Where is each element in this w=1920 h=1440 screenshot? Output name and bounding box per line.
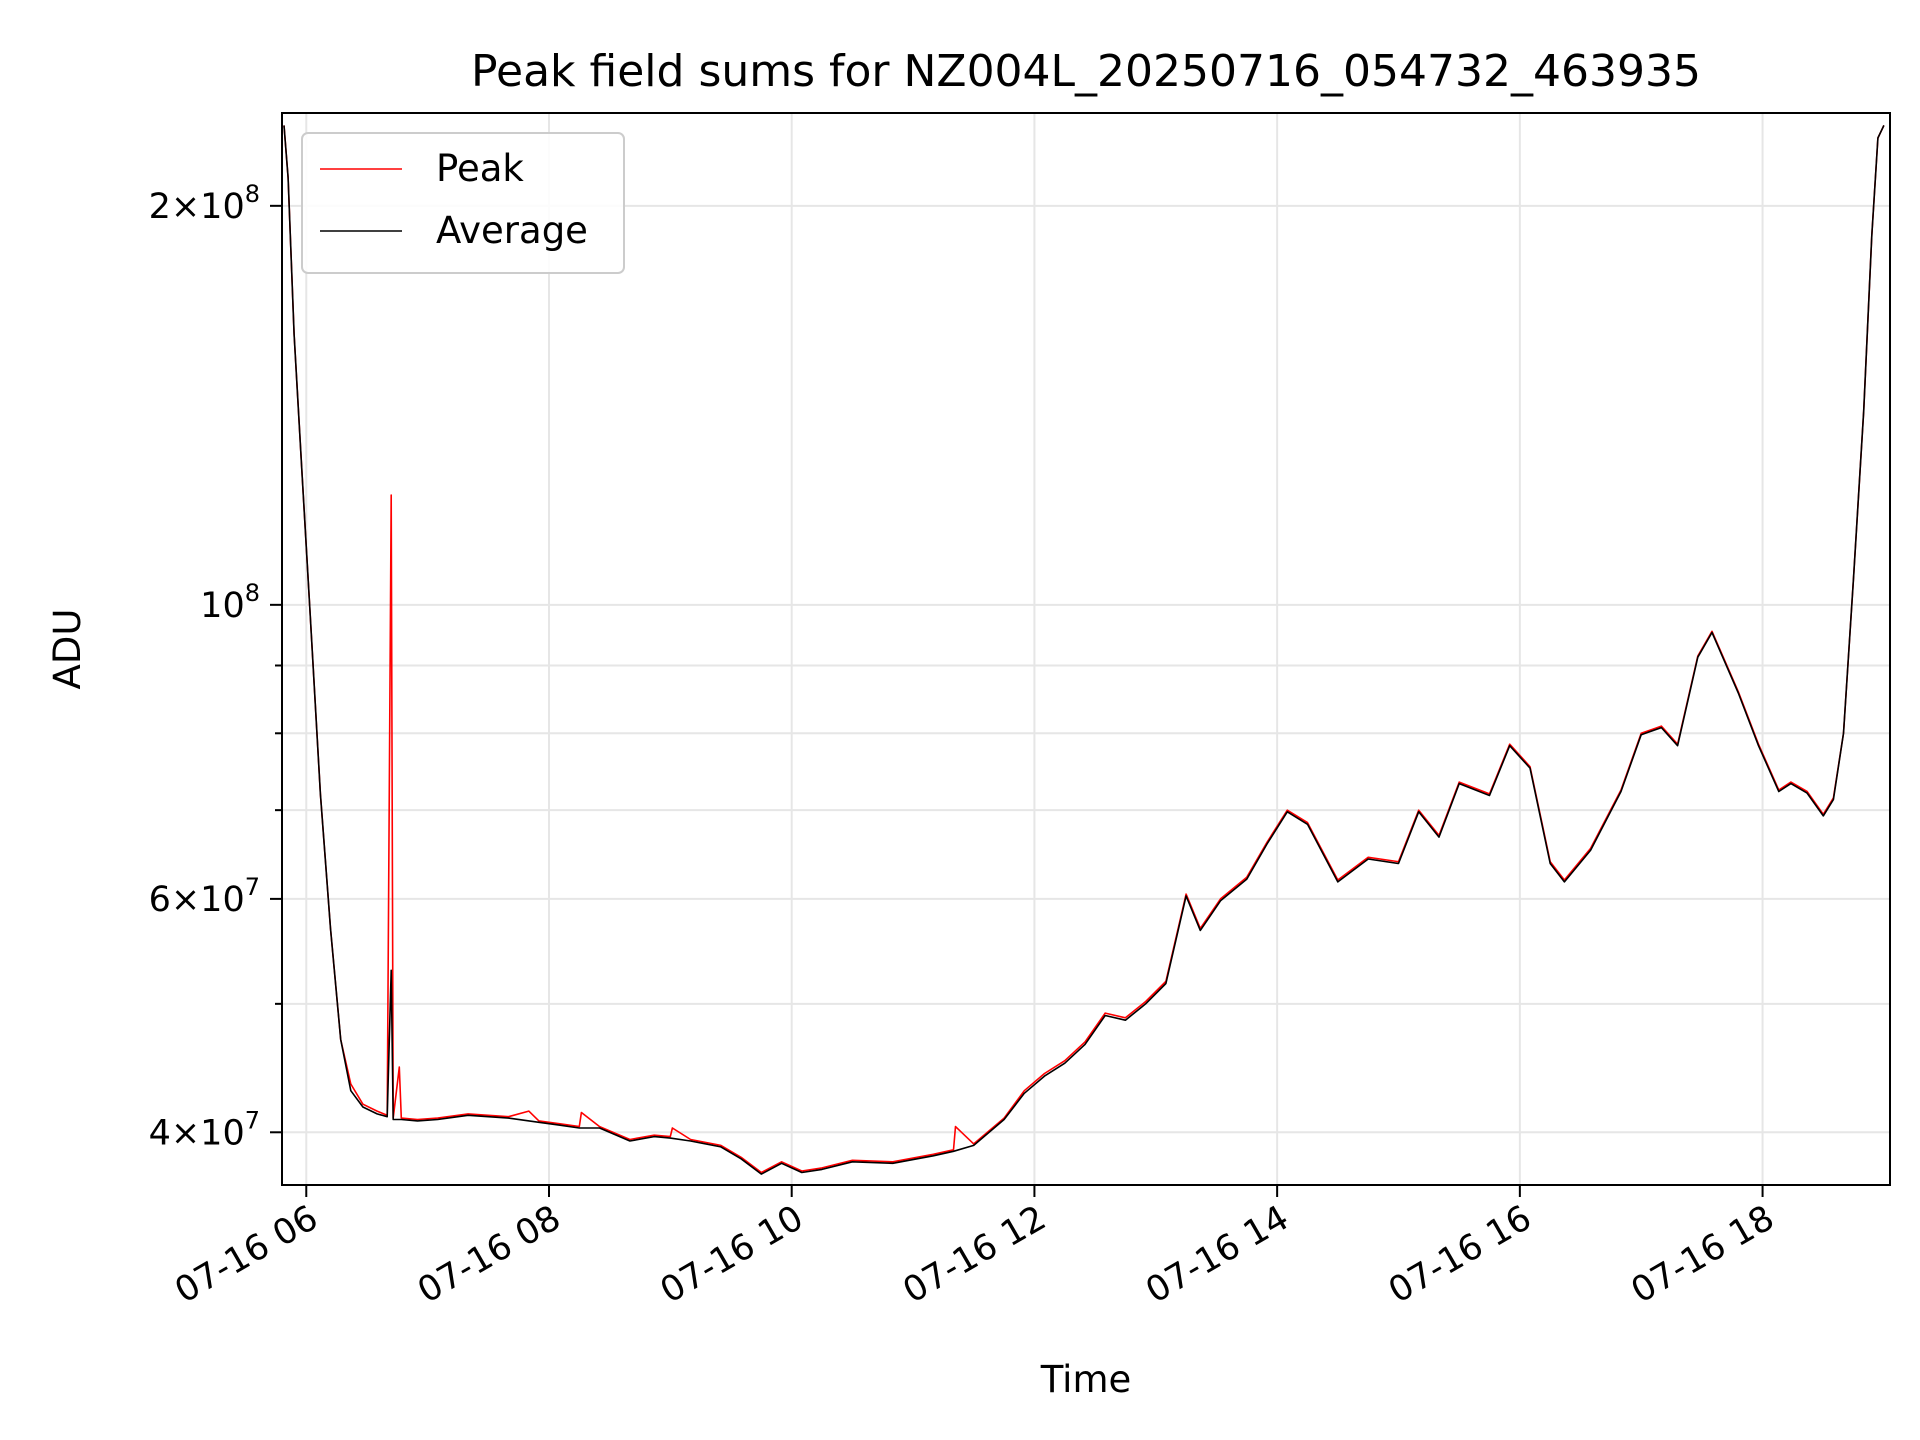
series-lines	[283, 125, 1885, 1175]
grid	[282, 113, 1890, 1185]
y-tick-label: 6×107	[149, 873, 260, 920]
legend-label-average: Average	[436, 209, 588, 252]
x-axis: 07-16 06 07-16 08 07-16 10 07-16 12 07-16 14…	[168, 1185, 1781, 1311]
x-tick-label: 07-16 18	[1625, 1198, 1781, 1311]
legend-label-peak: Peak	[436, 147, 524, 190]
series-line-peak	[283, 125, 1885, 1174]
y-axis: 4×107 6×107 108 2×108	[149, 180, 282, 1153]
x-axis-label: Time	[1040, 1358, 1132, 1401]
legend: Peak Average	[301, 132, 625, 274]
x-tick-label: 07-16 14	[1139, 1198, 1295, 1311]
chart-title: Peak field sums for NZ004L_20250716_0547…	[471, 46, 1701, 97]
y-tick-label: 2×108	[149, 180, 260, 227]
y-axis-label: ADU	[46, 609, 89, 690]
x-tick-label: 07-16 12	[897, 1198, 1053, 1311]
y-tick-label: 4×107	[149, 1106, 260, 1153]
x-tick-label: 07-16 08	[411, 1198, 567, 1311]
legend-box	[301, 132, 625, 274]
series-line-average	[283, 125, 1885, 1175]
x-tick-label: 07-16 06	[168, 1198, 324, 1311]
x-tick-label: 07-16 16	[1382, 1198, 1538, 1311]
x-tick-label: 07-16 10	[654, 1198, 810, 1311]
y-tick-label: 108	[200, 579, 260, 626]
plot-frame	[281, 112, 1891, 1186]
